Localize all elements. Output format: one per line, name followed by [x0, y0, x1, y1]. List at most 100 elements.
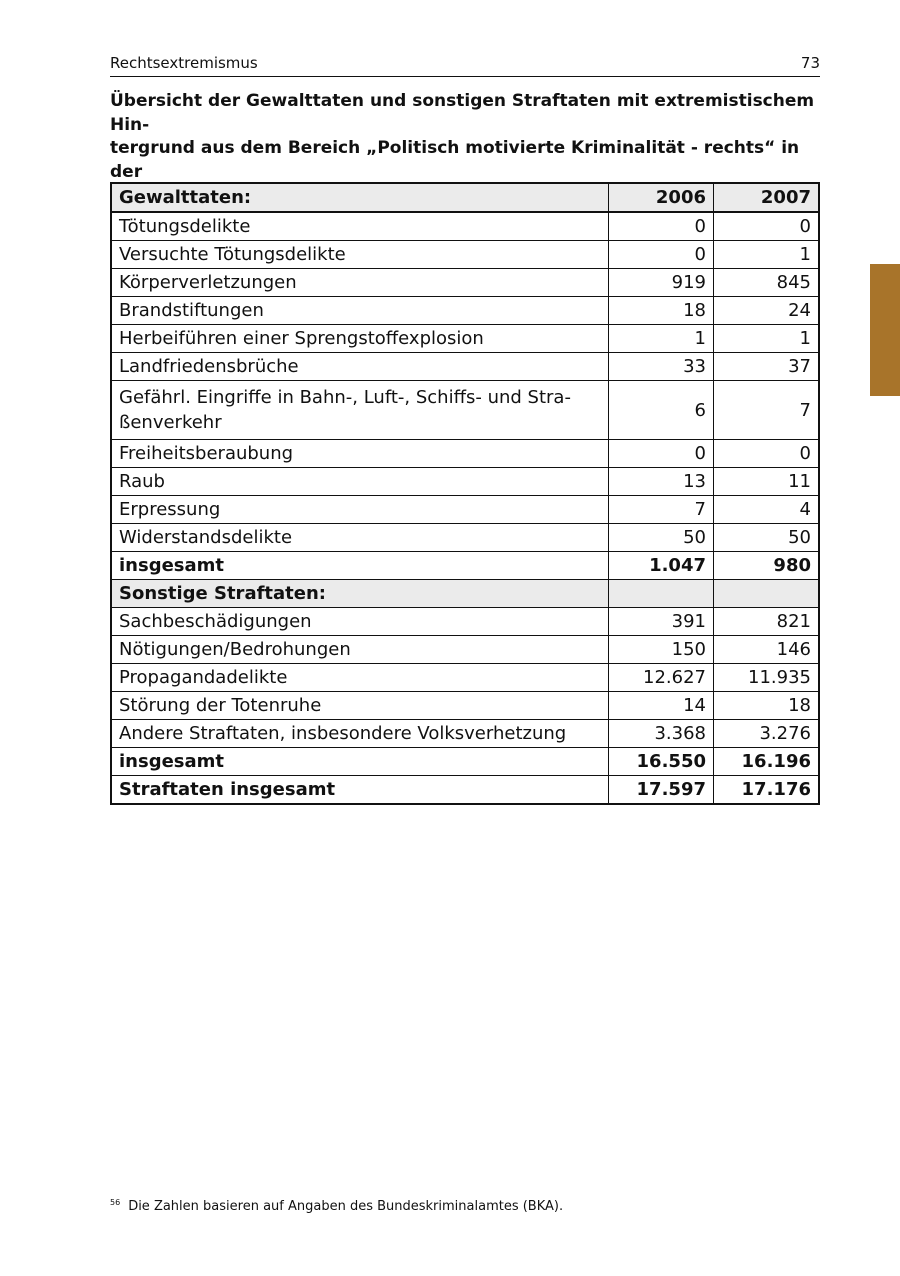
cell-value: 37 [713, 352, 820, 381]
label-line: Landfriedensbrüche [119, 356, 299, 377]
label-line: ßenverkehr [119, 412, 222, 433]
label-line: Gefährl. Eingriffe in Bahn-, Luft-, Schi… [119, 387, 571, 408]
cell-value: 6 [608, 380, 714, 440]
cell-value: 1 [608, 324, 714, 353]
row-label: Erpressung [110, 495, 609, 524]
cell-value: 24 [713, 296, 820, 325]
label-line: Tötungsdelikte [119, 216, 251, 237]
row-label: Landfriedensbrüche [110, 352, 609, 381]
cell-value: 18 [608, 296, 714, 325]
label-line: Versuchte Tötungsdelikte [119, 244, 346, 265]
table-row: Erpressung 7 4 [110, 495, 820, 524]
cell-value: 7 [713, 380, 820, 440]
cell-value: 0 [713, 211, 820, 241]
table-row: Sonstige Straftaten: [110, 579, 820, 608]
cell-value: 12.627 [608, 663, 714, 692]
row-label: Widerstandsdelikte [110, 523, 609, 552]
row-label: Sonstige Straftaten: [110, 579, 609, 608]
label-line: Erpressung [119, 499, 221, 520]
label-line: Andere Straftaten, insbesondere Volksver… [119, 723, 567, 744]
cell-value: 14 [608, 691, 714, 720]
row-label: Gefährl. Eingriffe in Bahn-, Luft-, Schi… [110, 380, 609, 440]
cell-value: 16.550 [608, 747, 714, 776]
table-row: Widerstandsdelikte 50 50 [110, 523, 820, 552]
row-label: Raub [110, 467, 609, 496]
table-row: Landfriedensbrüche 33 37 [110, 352, 820, 381]
cell-value: 980 [713, 551, 820, 580]
cell-value: 0 [713, 439, 820, 468]
cell-value: 11 [713, 467, 820, 496]
table-row: Gewalttaten: 2006 2007 [110, 182, 820, 213]
cell-value: 33 [608, 352, 714, 381]
cell-value: 13 [608, 467, 714, 496]
row-label: Propagandadelikte [110, 663, 609, 692]
label-line: Gewalttaten: [119, 187, 252, 208]
footnote-mark: 56 [110, 1198, 121, 1207]
cell-value: 7 [608, 495, 714, 524]
label-line: Freiheitsberaubung [119, 443, 294, 464]
table-row: Straftaten insgesamt 17.597 17.176 [110, 775, 820, 805]
cell-value: 17.597 [608, 775, 714, 805]
label-line: Sachbeschädigungen [119, 611, 312, 632]
cell-value: 919 [608, 268, 714, 297]
table-row: Störung der Totenruhe 14 18 [110, 691, 820, 720]
label-line: Nötigungen/Bedrohungen [119, 639, 351, 660]
table-row: Körperverletzungen 919 845 [110, 268, 820, 297]
row-label: Herbeiführen einer Sprengstoffexplosion [110, 324, 609, 353]
label-line: Widerstandsdelikte [119, 527, 293, 548]
cell-value: 1.047 [608, 551, 714, 580]
cell-value: 2006 [608, 182, 714, 213]
label-line: Störung der Totenruhe [119, 695, 322, 716]
row-label: Körperverletzungen [110, 268, 609, 297]
title-line: Übersicht der Gewalttaten und sonstigen … [110, 91, 815, 135]
empty-cell [713, 579, 820, 608]
label-line: Straftaten insgesamt [119, 779, 336, 800]
label-line: Herbeiführen einer Sprengstoffexplosion [119, 328, 484, 349]
empty-cell [608, 579, 714, 608]
cell-value: 821 [713, 607, 820, 636]
row-label: Straftaten insgesamt [110, 775, 609, 805]
table-row: Freiheitsberaubung 0 0 [110, 439, 820, 468]
cell-value: 50 [713, 523, 820, 552]
cell-value: 1 [713, 240, 820, 269]
cell-value: 16.196 [713, 747, 820, 776]
cell-value: 391 [608, 607, 714, 636]
data-table: Gewalttaten: 2006 2007 Tötungsdelikte 0 0 Vers… [110, 182, 820, 805]
section-title: Rechtsextremismus [110, 54, 258, 72]
cell-value: 1 [713, 324, 820, 353]
cell-value: 2007 [713, 182, 820, 213]
cell-value: 11.935 [713, 663, 820, 692]
cell-value: 845 [713, 268, 820, 297]
footnote: 56 Die Zahlen basieren auf Angaben des Bu… [110, 1198, 563, 1214]
table-row: insgesamt 1.047 980 [110, 551, 820, 580]
table-row: Raub 13 11 [110, 467, 820, 496]
cell-value: 17.176 [713, 775, 820, 805]
row-label: Störung der Totenruhe [110, 691, 609, 720]
cell-value: 18 [713, 691, 820, 720]
cell-value: 0 [608, 439, 714, 468]
table-row: Nötigungen/Bedrohungen 150 146 [110, 635, 820, 664]
table-row: insgesamt 16.550 16.196 [110, 747, 820, 776]
table-row: Tötungsdelikte 0 0 [110, 211, 820, 241]
cell-value: 3.276 [713, 719, 820, 748]
label-line: Raub [119, 471, 165, 492]
table-row: Gefährl. Eingriffe in Bahn-, Luft-, Schi… [110, 380, 820, 440]
row-label: Andere Straftaten, insbesondere Volksver… [110, 719, 609, 748]
cell-value: 3.368 [608, 719, 714, 748]
row-label: Sachbeschädigungen [110, 607, 609, 636]
label-line: Körperverletzungen [119, 272, 297, 293]
cell-value: 150 [608, 635, 714, 664]
row-label: Tötungsdelikte [110, 211, 609, 241]
table-row: Herbeiführen einer Sprengstoffexplosion 1… [110, 324, 820, 353]
chapter-tab [870, 264, 900, 396]
footnote-text: Die Zahlen basieren auf Angaben des Bund… [128, 1199, 564, 1214]
cell-value: 50 [608, 523, 714, 552]
table-row: Brandstiftungen 18 24 [110, 296, 820, 325]
table-row: Propagandadelikte 12.627 11.935 [110, 663, 820, 692]
table-title: Übersicht der Gewalttaten und sonstigen … [110, 90, 830, 212]
row-label: Gewalttaten: [110, 182, 609, 213]
label-line: Sonstige Straftaten: [119, 583, 326, 604]
cell-value: 4 [713, 495, 820, 524]
label-line: Propagandadelikte [119, 667, 288, 688]
